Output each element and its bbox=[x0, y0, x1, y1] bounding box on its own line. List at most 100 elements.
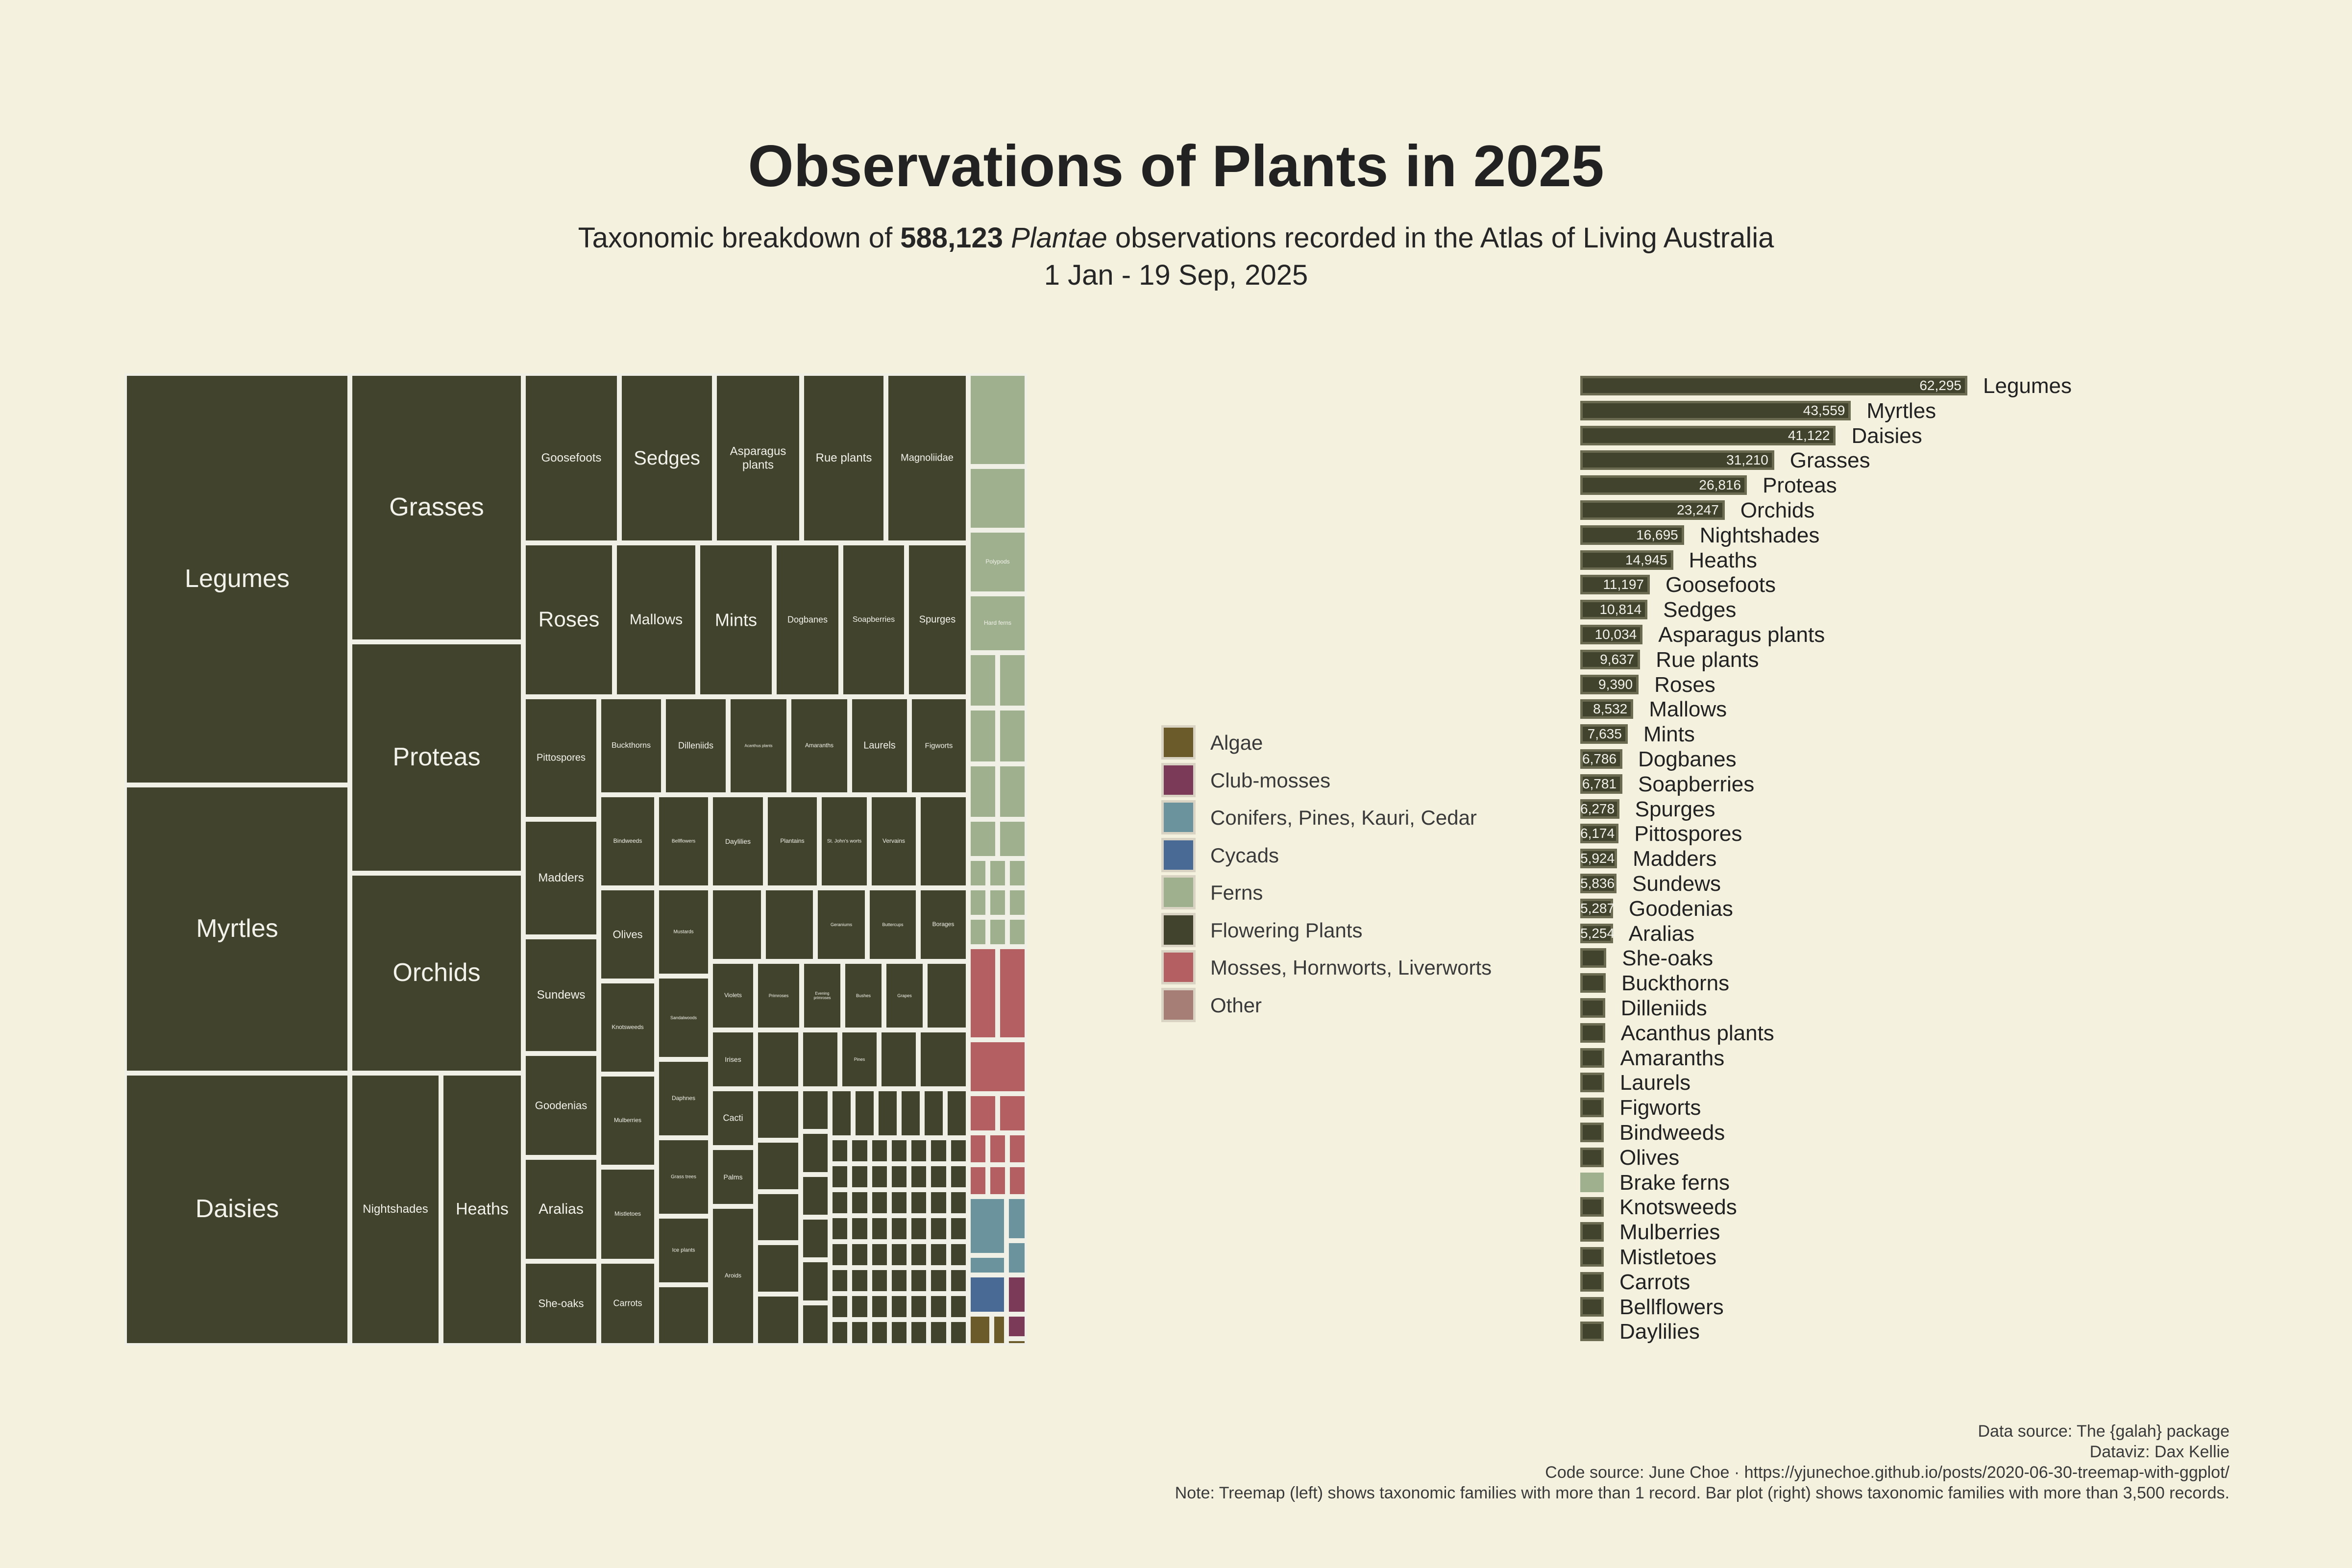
treemap-tile-dogbanes: Dogbanes bbox=[774, 543, 841, 697]
bar-knotsweeds bbox=[1580, 1197, 1604, 1217]
bar-category-label: Mallows bbox=[1649, 697, 1727, 722]
treemap-tile bbox=[968, 1255, 1006, 1275]
treemap-tile bbox=[909, 1216, 929, 1242]
treemap-tile bbox=[850, 1164, 870, 1190]
treemap-tile bbox=[998, 708, 1027, 764]
treemap-label-heaths: Heaths bbox=[456, 1200, 509, 1219]
treemap-label-grapes: Grapes bbox=[897, 993, 912, 998]
treemap-tile bbox=[948, 1268, 968, 1294]
bar-category-label: Sedges bbox=[1663, 598, 1737, 622]
treemap-tile bbox=[756, 1030, 801, 1089]
treemap-tile bbox=[968, 653, 998, 709]
treemap-tile bbox=[968, 1040, 1027, 1094]
treemap-tile bbox=[948, 1164, 968, 1190]
treemap-tile-irises: Irises bbox=[710, 1030, 756, 1089]
bar-nightshades bbox=[1580, 525, 1684, 545]
treemap-tile bbox=[909, 1320, 929, 1346]
bar-sundews bbox=[1580, 874, 1617, 893]
bar-value-label: 31,210 bbox=[1726, 452, 1768, 468]
bar-category-label: She-oaks bbox=[1622, 946, 1714, 971]
subtitle-suffix: observations recorded in the Atlas of Li… bbox=[1107, 222, 1774, 254]
treemap-tile bbox=[850, 1294, 870, 1320]
treemap-tile-bellflowers: Bellflowers bbox=[657, 795, 710, 888]
treemap-tile-sandalwoods: Sandalwoods bbox=[657, 976, 710, 1059]
treemap-label-pittospores: Pittospores bbox=[536, 752, 586, 763]
treemap-tile bbox=[945, 1089, 968, 1138]
treemap-tile bbox=[830, 1216, 850, 1242]
bar-value-label: 6,786 bbox=[1582, 751, 1617, 766]
treemap-tile bbox=[968, 763, 998, 819]
bar-category-label: Nightshades bbox=[1699, 523, 1820, 547]
treemap-tile bbox=[1006, 1314, 1027, 1339]
treemap-label-proteas: Proteas bbox=[392, 743, 481, 772]
bar-category-label: Daisies bbox=[1851, 423, 1922, 448]
treemap-label-aroids: Aroids bbox=[724, 1272, 741, 1279]
treemap-label-knotsweeds: Knotsweeds bbox=[612, 1024, 644, 1031]
bar-category-label: Legumes bbox=[1983, 374, 2072, 398]
bar-dilleniids bbox=[1580, 998, 1605, 1018]
bar-amaranths bbox=[1580, 1048, 1605, 1068]
treemap-label-violets: Violets bbox=[724, 992, 742, 999]
treemap-tile bbox=[756, 1191, 801, 1243]
bar-category-label: Soapberries bbox=[1638, 772, 1755, 796]
caption-code-source: Code source: June Choe · https://yjunech… bbox=[1545, 1463, 2230, 1482]
treemap-tile bbox=[830, 1190, 850, 1216]
treemap-label-sedges: Sedges bbox=[634, 447, 700, 469]
treemap-tile bbox=[948, 1216, 968, 1242]
treemap-label-orchids: Orchids bbox=[392, 958, 481, 987]
bar-category-label: Grasses bbox=[1789, 448, 1870, 473]
treemap-label-she-oaks: She-oaks bbox=[538, 1297, 584, 1310]
bar-bellflowers bbox=[1580, 1297, 1604, 1317]
treemap-tile bbox=[889, 1320, 909, 1346]
bar-category-label: Spurges bbox=[1635, 797, 1715, 821]
treemap-tile-laurels: Laurels bbox=[850, 697, 909, 795]
bar-value-label: 10,034 bbox=[1594, 627, 1637, 642]
treemap-tile bbox=[948, 1190, 968, 1216]
treemap-tile bbox=[830, 1294, 850, 1320]
bar-value-label: 8,532 bbox=[1593, 701, 1628, 717]
legend-item-cycads: Cycads bbox=[1161, 837, 1534, 875]
treemap-tile-violets: Violets bbox=[710, 961, 756, 1030]
treemap-tile-goosefoots: Goosefoots bbox=[523, 373, 619, 543]
treemap-tile bbox=[1007, 888, 1027, 917]
treemap-tile bbox=[909, 1190, 929, 1216]
chart-title: Observations of Plants in 2025 bbox=[748, 133, 1604, 199]
treemap-label-madders: Madders bbox=[538, 871, 584, 885]
bar-pittospores bbox=[1580, 824, 1619, 844]
treemap-label-acanthus-plants: Acanthus plants bbox=[744, 743, 773, 748]
bar-category-label: Bellflowers bbox=[1619, 1295, 1724, 1319]
treemap-label-mustards: Mustards bbox=[673, 929, 694, 935]
treemap-tile bbox=[889, 1138, 909, 1164]
bar-she-oaks bbox=[1580, 948, 1607, 968]
treemap-tile-evening-primroses: Evening primroses bbox=[802, 961, 843, 1030]
legend-label: Cycads bbox=[1210, 843, 1279, 867]
treemap-tile-mallows: Mallows bbox=[614, 543, 698, 697]
treemap-tile bbox=[929, 1216, 949, 1242]
bar-category-label: Sundews bbox=[1632, 872, 1721, 896]
treemap-tile bbox=[830, 1089, 853, 1138]
treemap-tile bbox=[657, 1285, 710, 1346]
treemap-tile bbox=[929, 1320, 949, 1346]
treemap-tile bbox=[968, 858, 988, 888]
treemap-tile bbox=[948, 1294, 968, 1320]
chart-subtitle: Taxonomic breakdown of 588,123 Plantae o… bbox=[0, 220, 2352, 294]
treemap-tile bbox=[1007, 1165, 1027, 1197]
treemap-tile bbox=[801, 1217, 830, 1260]
bar-category-label: Asparagus plants bbox=[1658, 623, 1825, 647]
treemap-label-asparagus-plants: Asparagus plants bbox=[730, 444, 786, 471]
legend-label: Mosses, Hornworts, Liverworts bbox=[1210, 956, 1492, 979]
treemap-label-mulberries: Mulberries bbox=[613, 1117, 641, 1124]
treemap-tile bbox=[909, 1164, 929, 1190]
bar-category-label: Bindweeds bbox=[1619, 1121, 1725, 1145]
bar-acanthus-plants bbox=[1580, 1023, 1605, 1043]
bar-value-label: 62,295 bbox=[1919, 378, 1961, 393]
treemap-tile bbox=[850, 1190, 870, 1216]
bar-value-label: 14,945 bbox=[1625, 552, 1667, 567]
bar-rue-plants bbox=[1580, 649, 1641, 669]
treemap: Legumes Myrtles Daisies Grasses Proteas Orchi… bbox=[124, 373, 1027, 1346]
treemap-tile bbox=[756, 1140, 801, 1192]
treemap-tile bbox=[968, 1197, 1006, 1255]
treemap-tile bbox=[869, 1138, 889, 1164]
treemap-tile bbox=[889, 1216, 909, 1242]
treemap-tile bbox=[968, 1314, 992, 1346]
